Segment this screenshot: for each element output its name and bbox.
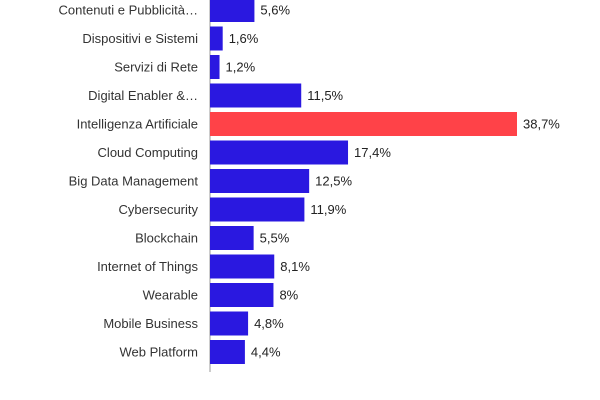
bar xyxy=(210,197,305,222)
bar xyxy=(210,26,223,51)
value-label: 4,8% xyxy=(254,316,284,331)
bar xyxy=(210,311,249,336)
category-label: Blockchain xyxy=(135,231,198,246)
value-label: 8% xyxy=(279,288,298,303)
category-label: Cybersecurity xyxy=(119,202,199,217)
category-label: Mobile Business xyxy=(103,316,198,331)
category-label: Big Data Management xyxy=(69,174,199,189)
value-label: 11,5% xyxy=(307,88,343,103)
category-label: Web Platform xyxy=(119,345,198,360)
category-label: Servizi di Rete xyxy=(114,60,198,75)
value-label: 38,7% xyxy=(523,117,560,132)
value-label: 8,1% xyxy=(280,259,310,274)
value-label: 4,4% xyxy=(251,345,281,360)
value-label: 17,4% xyxy=(354,145,391,160)
category-label: Wearable xyxy=(143,288,198,303)
category-labels-group: Contenuti e Pubblicità… Dispositivi e Sis… xyxy=(59,3,199,360)
bars-group xyxy=(210,0,517,364)
value-label: 1,6% xyxy=(229,31,259,46)
bar xyxy=(210,340,245,364)
value-label: 5,6% xyxy=(260,3,290,18)
bar xyxy=(210,112,517,136)
value-label: 5,5% xyxy=(260,231,290,246)
bar xyxy=(210,254,275,279)
bar xyxy=(210,55,220,79)
category-label: Internet of Things xyxy=(97,259,198,274)
category-label: Digital Enabler &… xyxy=(88,88,198,103)
bar xyxy=(210,0,255,22)
value-label: 12,5% xyxy=(315,174,352,189)
value-labels-group: 5,6%1,6% 1,2% 11,5% 38,7% 17,4%12,5% 11,9% 5,5… xyxy=(226,3,561,360)
bar xyxy=(210,283,274,307)
value-label: 11,9% xyxy=(310,202,346,217)
value-label: 1,2% xyxy=(226,60,256,75)
bar xyxy=(210,169,310,193)
category-label: Dispositivi e Sistemi xyxy=(82,31,198,46)
bar xyxy=(210,140,349,165)
category-label: Contenuti e Pubblicità… xyxy=(59,3,198,18)
category-label: Cloud Computing xyxy=(98,145,198,160)
category-label: Intelligenza Artificiale xyxy=(77,117,198,132)
bar xyxy=(210,226,254,250)
bar xyxy=(210,83,302,108)
